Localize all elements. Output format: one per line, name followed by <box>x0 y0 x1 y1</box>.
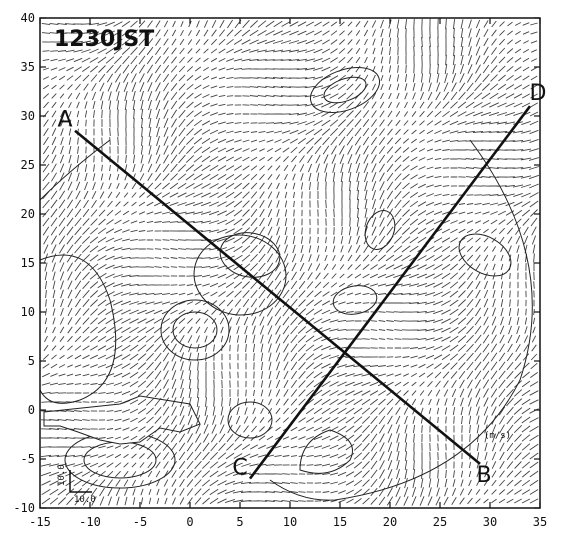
domain-arc <box>269 139 533 501</box>
y-tick-label: 0 <box>28 403 35 417</box>
contour <box>299 429 353 474</box>
contour <box>160 299 230 361</box>
x-tick-label: -15 <box>29 515 51 529</box>
y-tick-label: 25 <box>21 158 35 172</box>
x-tick-label: 15 <box>333 515 347 529</box>
wind-vectors <box>40 18 540 506</box>
x-tick-label: 30 <box>483 515 497 529</box>
reference-vector-y-label: 10.0 <box>57 464 67 486</box>
x-tick-label: 35 <box>533 515 547 529</box>
contour <box>323 76 367 104</box>
y-tick-label: 20 <box>21 207 35 221</box>
contour <box>83 441 157 479</box>
y-tick-label: 35 <box>21 60 35 74</box>
y-tick-label: 5 <box>28 354 35 368</box>
cross-section-line <box>74 129 481 465</box>
contour <box>39 254 117 404</box>
cross-sections: A B C D <box>57 81 546 488</box>
y-tick-label: -10 <box>13 501 35 515</box>
tick-labels: -15 -10 -5 0 5 10 15 20 25 30 35-10-50510152025303… <box>13 11 547 529</box>
cross-section-end-label: B <box>476 463 491 488</box>
contour <box>332 285 378 315</box>
contour <box>172 311 218 349</box>
cross-section-start-label: A <box>57 108 72 133</box>
y-tick-label: 40 <box>21 11 35 25</box>
contour <box>309 67 381 113</box>
y-tick-label: 15 <box>21 256 35 270</box>
x-tick-label: 0 <box>186 515 193 529</box>
x-tick-label: 25 <box>433 515 447 529</box>
y-tick-label: 30 <box>21 109 35 123</box>
reference-vector: 10.0 10.0 <box>57 464 96 505</box>
plot-frame <box>39 17 541 509</box>
x-tick-label: -5 <box>133 515 147 529</box>
x-tick-label: 20 <box>383 515 397 529</box>
domain-edge <box>39 139 111 201</box>
cross-section-end-label: D <box>530 81 547 106</box>
vector-strokes <box>40 18 540 506</box>
contour <box>227 401 273 439</box>
cross-section-line <box>248 105 532 480</box>
unit-label: (m/s) <box>484 431 511 441</box>
domain-boundary <box>39 139 533 501</box>
x-tick-label: 10 <box>283 515 297 529</box>
y-tick-label: 10 <box>21 305 35 319</box>
panel-title: 1230JST <box>54 27 154 52</box>
x-tick-label: -10 <box>79 515 101 529</box>
y-tick-label: -5 <box>21 452 35 466</box>
x-tick-label: 5 <box>236 515 243 529</box>
cross-section-start-label: C <box>232 456 247 481</box>
reference-vector-x-label: 10.0 <box>74 495 96 505</box>
contour <box>364 210 396 250</box>
